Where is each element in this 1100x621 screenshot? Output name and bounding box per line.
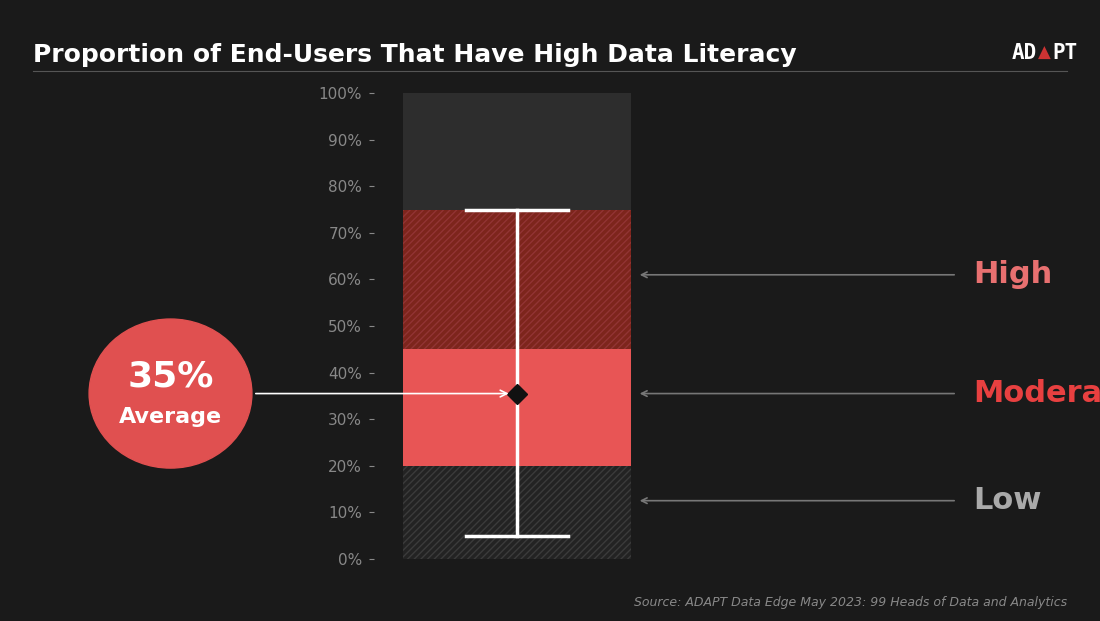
Text: AD: AD — [1012, 43, 1037, 63]
Bar — [403, 209, 631, 349]
Text: Source: ADAPT Data Edge May 2023: 99 Heads of Data and Analytics: Source: ADAPT Data Edge May 2023: 99 Hea… — [634, 596, 1067, 609]
Text: ▲: ▲ — [1038, 43, 1052, 61]
Text: 35%: 35% — [128, 359, 213, 393]
Text: PT: PT — [1053, 43, 1078, 63]
Bar — [403, 466, 631, 559]
Bar — [403, 349, 631, 466]
Text: Low: Low — [974, 486, 1042, 515]
Text: Moderate: Moderate — [974, 379, 1100, 408]
Bar — [403, 466, 631, 559]
Bar — [403, 209, 631, 349]
Text: Proportion of End-Users That Have High Data Literacy: Proportion of End-Users That Have High D… — [33, 43, 796, 68]
Text: High: High — [974, 260, 1053, 289]
Bar — [403, 93, 631, 209]
Text: Average: Average — [119, 407, 222, 427]
